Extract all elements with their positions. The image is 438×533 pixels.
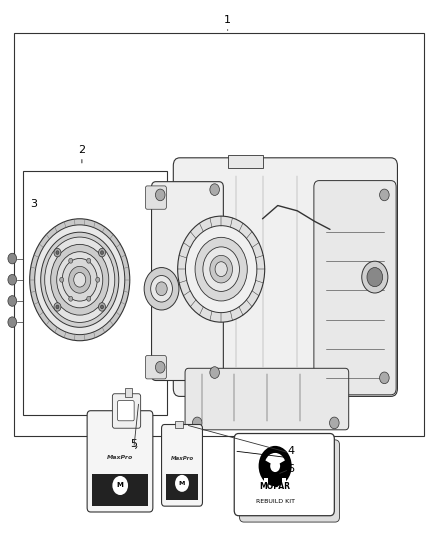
Circle shape — [367, 268, 383, 287]
Bar — [124, 389, 132, 397]
Circle shape — [101, 305, 103, 309]
Circle shape — [99, 248, 106, 257]
Circle shape — [96, 277, 100, 282]
Circle shape — [380, 372, 389, 384]
Circle shape — [87, 296, 91, 301]
Circle shape — [144, 268, 179, 310]
Circle shape — [99, 303, 106, 311]
Circle shape — [185, 225, 257, 313]
Circle shape — [51, 245, 109, 315]
Bar — [228, 155, 262, 168]
Circle shape — [8, 317, 17, 327]
Circle shape — [195, 237, 247, 301]
Circle shape — [41, 232, 119, 327]
Circle shape — [54, 303, 61, 311]
Circle shape — [258, 446, 292, 486]
Circle shape — [56, 251, 59, 254]
Wedge shape — [265, 453, 285, 466]
FancyBboxPatch shape — [314, 181, 396, 395]
Circle shape — [210, 255, 233, 283]
Circle shape — [69, 296, 73, 301]
Text: MaxPro: MaxPro — [107, 455, 133, 460]
Circle shape — [215, 262, 227, 277]
FancyBboxPatch shape — [87, 411, 153, 512]
Circle shape — [203, 247, 240, 292]
FancyBboxPatch shape — [185, 368, 349, 430]
Circle shape — [270, 460, 280, 472]
Bar — [166, 474, 198, 500]
Circle shape — [56, 305, 59, 309]
Circle shape — [155, 361, 165, 373]
Circle shape — [113, 476, 128, 495]
Circle shape — [151, 276, 173, 302]
Circle shape — [8, 253, 17, 264]
Circle shape — [54, 248, 61, 257]
Text: 4: 4 — [287, 446, 294, 456]
FancyBboxPatch shape — [234, 433, 334, 516]
FancyBboxPatch shape — [240, 440, 339, 522]
Bar — [14, 33, 424, 436]
FancyBboxPatch shape — [113, 394, 141, 428]
Bar — [23, 171, 167, 415]
Text: MOPAR: MOPAR — [260, 482, 291, 491]
Text: M: M — [117, 482, 124, 488]
Text: 6: 6 — [287, 464, 294, 474]
Circle shape — [69, 259, 73, 263]
Bar — [264, 478, 268, 486]
FancyBboxPatch shape — [117, 401, 134, 421]
Text: MaxPro: MaxPro — [170, 456, 194, 462]
Text: 3: 3 — [31, 199, 38, 209]
Circle shape — [62, 259, 97, 301]
Circle shape — [210, 184, 219, 196]
Circle shape — [60, 277, 64, 282]
Circle shape — [57, 252, 103, 308]
FancyBboxPatch shape — [173, 158, 397, 397]
Bar — [282, 478, 286, 486]
Circle shape — [329, 417, 339, 429]
Circle shape — [87, 259, 91, 263]
Circle shape — [178, 216, 265, 322]
Circle shape — [155, 189, 165, 201]
Bar — [92, 474, 148, 506]
Circle shape — [30, 219, 130, 341]
Text: 5: 5 — [131, 439, 138, 449]
Circle shape — [210, 367, 219, 378]
FancyBboxPatch shape — [162, 424, 202, 506]
Circle shape — [8, 296, 17, 306]
Text: 2: 2 — [78, 145, 85, 155]
Circle shape — [74, 272, 86, 287]
Text: REBUILD KIT: REBUILD KIT — [256, 498, 295, 504]
Bar — [176, 421, 184, 428]
FancyBboxPatch shape — [145, 186, 166, 209]
Circle shape — [175, 475, 189, 492]
FancyBboxPatch shape — [145, 356, 166, 379]
Circle shape — [8, 274, 17, 285]
FancyBboxPatch shape — [152, 182, 223, 381]
Circle shape — [362, 261, 388, 293]
Circle shape — [69, 266, 91, 293]
Text: M: M — [179, 481, 185, 486]
Circle shape — [380, 189, 389, 201]
Circle shape — [35, 225, 125, 335]
Circle shape — [101, 251, 103, 254]
Text: 1: 1 — [224, 15, 231, 25]
Circle shape — [45, 237, 115, 322]
Circle shape — [156, 282, 167, 296]
Circle shape — [192, 417, 202, 429]
